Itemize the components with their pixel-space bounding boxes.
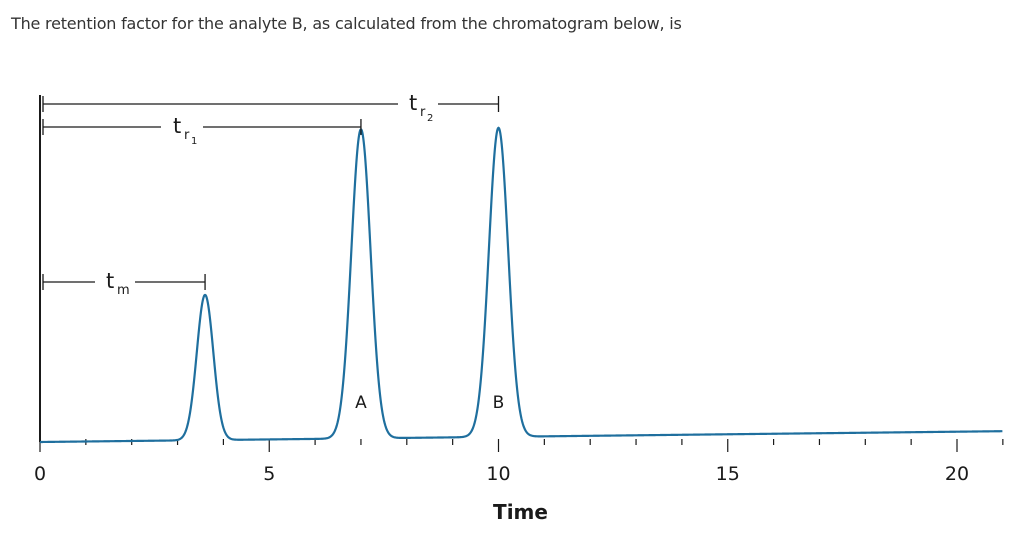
- chart-axes: [39, 95, 1004, 452]
- question-text: The retention factor for the analyte B, …: [11, 14, 682, 33]
- x-tick-label: 0: [34, 463, 46, 485]
- peak-label: A: [355, 393, 367, 413]
- x-tick-label: 15: [716, 463, 740, 485]
- retention-label-subscript: m: [117, 283, 130, 298]
- retention-label: t: [409, 91, 417, 115]
- retention-label-subsubscript: 1: [191, 136, 197, 147]
- retention-label: t: [173, 114, 181, 138]
- signal-line: [39, 126, 1003, 444]
- retention-label-subscript: r: [420, 105, 426, 120]
- x-tick-label: 10: [486, 463, 510, 485]
- retention-label: t: [106, 269, 114, 293]
- x-tick-label: 20: [945, 463, 969, 485]
- x-axis-title: Time: [493, 500, 548, 524]
- peak-label: B: [493, 393, 505, 413]
- retention-label-subscript: r: [184, 128, 190, 143]
- x-tick-label: 5: [263, 463, 275, 485]
- chromatogram-curve: [39, 126, 1003, 444]
- retention-label-subsubscript: 2: [427, 113, 433, 124]
- retention-time-annotations: t mt r 1t r 2: [42, 91, 500, 298]
- chart-labels: 0 5 10 15 20 Time A B: [34, 393, 969, 524]
